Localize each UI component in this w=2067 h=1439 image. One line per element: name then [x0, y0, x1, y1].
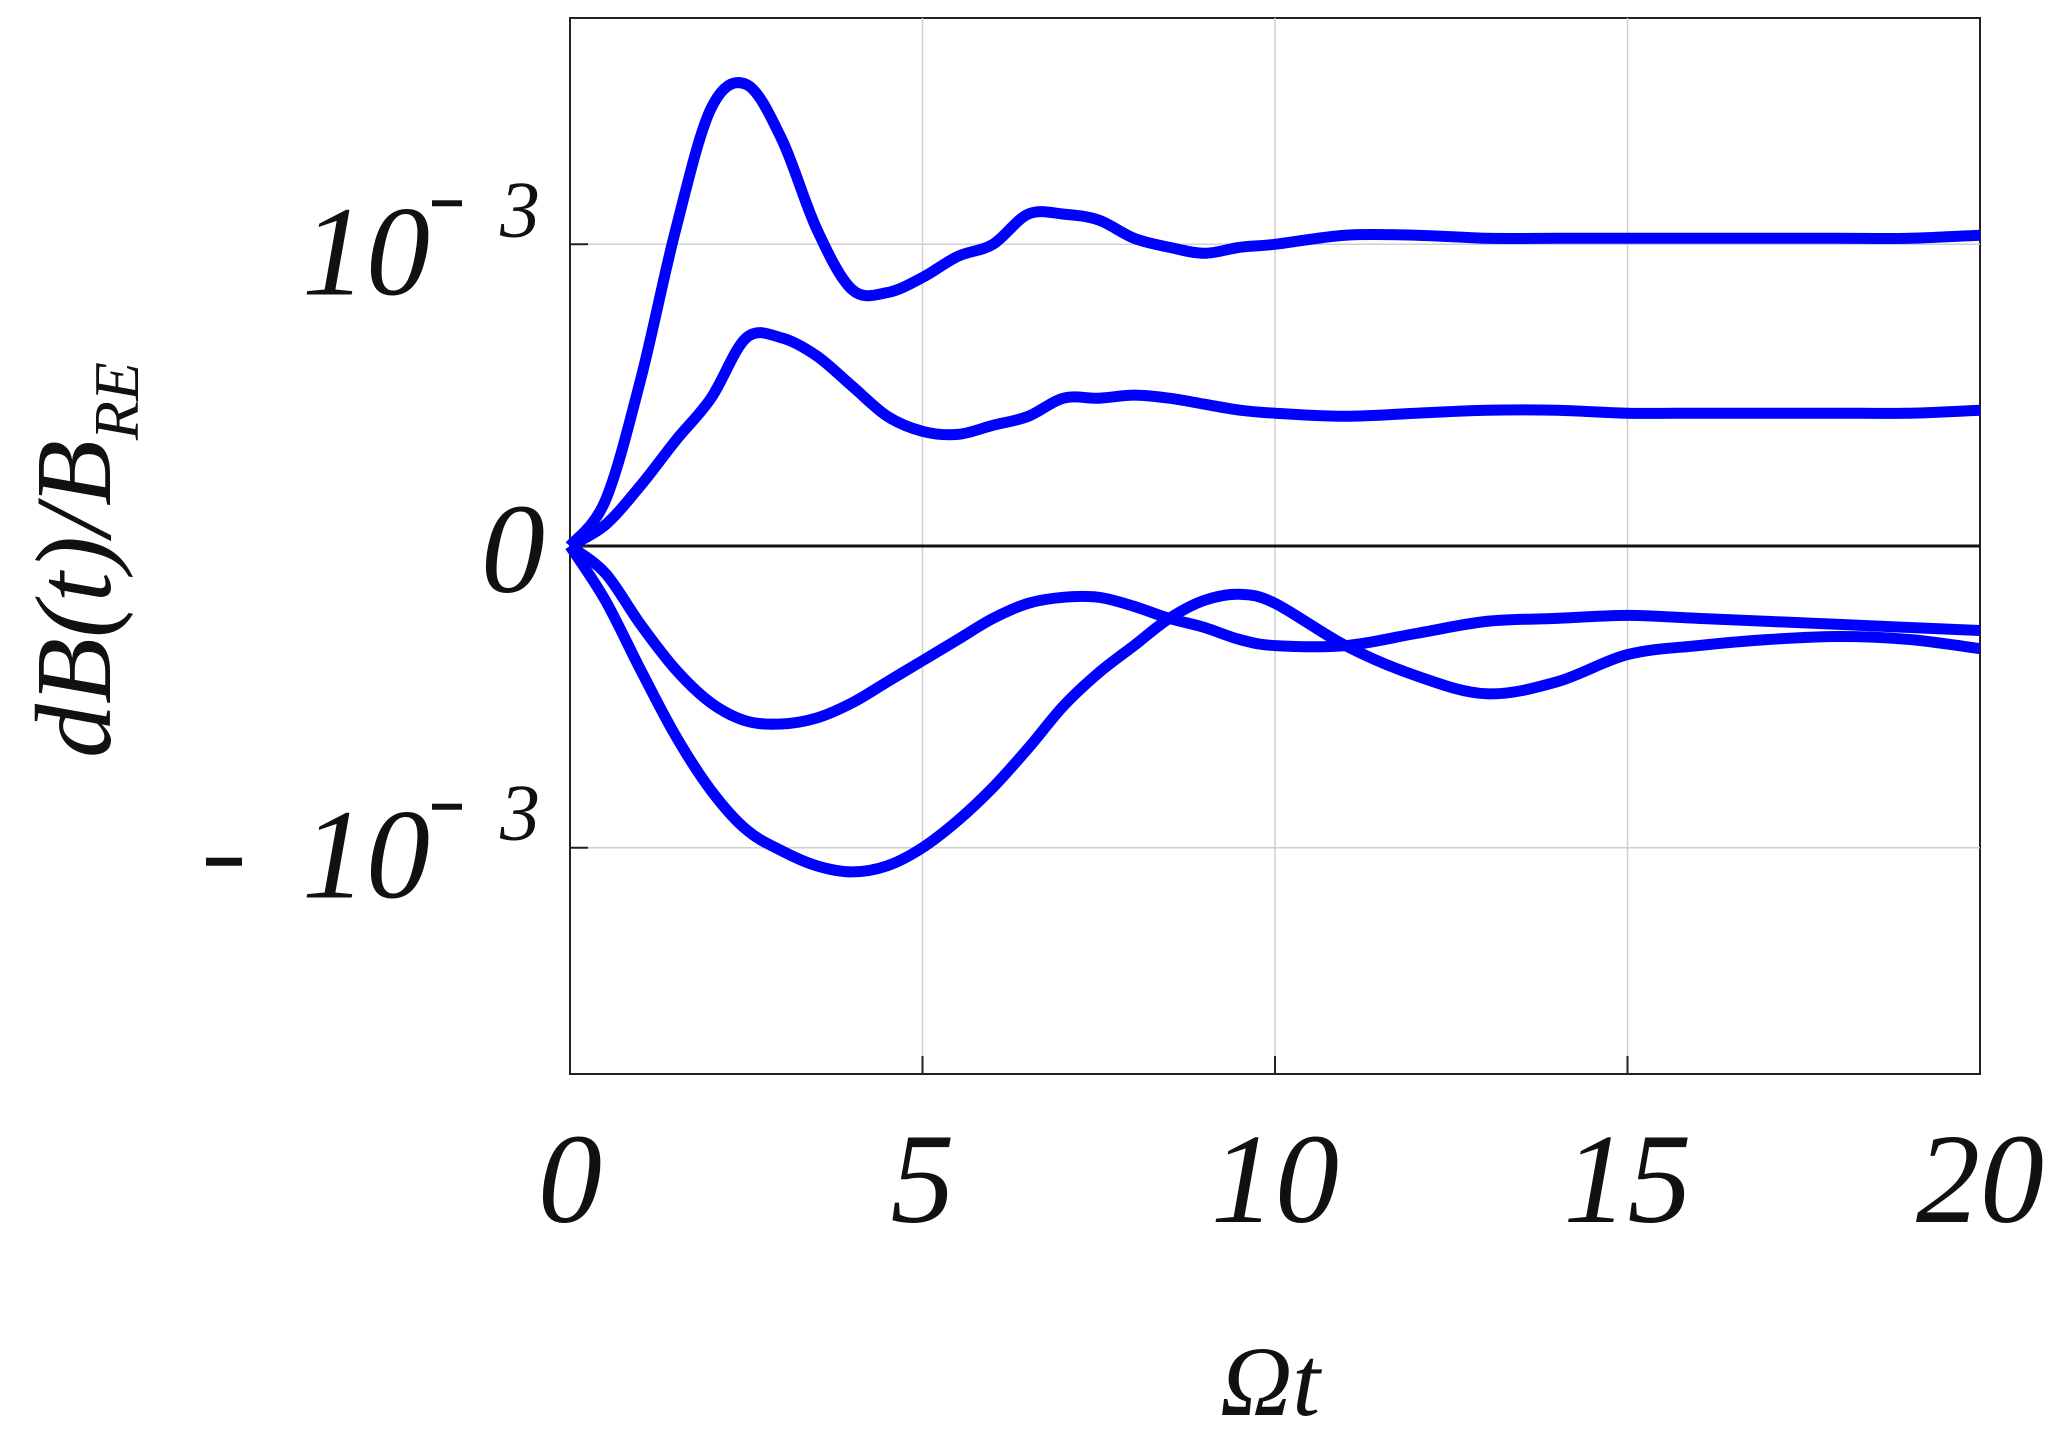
y-ticks: 10 3 0 10 3 [206, 166, 588, 926]
series-line-3 [566, 541, 1981, 730]
x-tick-label: 10 [1211, 1108, 1339, 1250]
y-tick-mantissa: 10 [302, 180, 430, 322]
y-tick-exp: 3 [499, 770, 540, 858]
grid-lines [570, 18, 1980, 1074]
x-tick-label: 15 [1564, 1108, 1692, 1250]
series-group [565, 77, 1981, 878]
x-tick-label: 5 [891, 1108, 955, 1250]
y-tick-exp: 3 [499, 166, 540, 254]
y-tick-sign [206, 857, 242, 866]
x-axis-title: Ωt [1220, 1326, 1322, 1437]
x-ticks: 0 5 10 15 20 [538, 1056, 2044, 1250]
y-tick-label: 0 [481, 478, 545, 620]
series-line-1 [565, 77, 1981, 550]
y-tick-mantissa: 0 [481, 478, 545, 620]
y-axis-title: dB(t)/BRE [15, 362, 152, 758]
y-axis-title-main: dB(t)/B [15, 440, 134, 758]
y-tick-label: 10 3 [206, 770, 540, 926]
y-axis-title-sub: RE [81, 362, 152, 441]
y-tick-exp-minus [432, 803, 462, 810]
x-tick-label: 20 [1916, 1108, 2044, 1250]
y-tick-label: 10 3 [302, 166, 540, 322]
series-line-2 [567, 327, 1981, 551]
y-tick-exp-minus [432, 200, 462, 207]
series-line-4 [565, 542, 1981, 878]
y-tick-mantissa: 10 [302, 784, 430, 926]
x-tick-label: 0 [538, 1108, 602, 1250]
